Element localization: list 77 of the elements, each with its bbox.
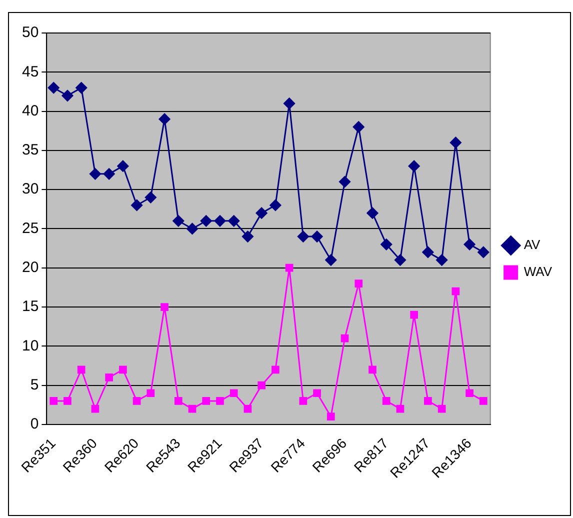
point (464, 238, 476, 250)
y-tick-label: 10 (22, 337, 39, 354)
point (48, 82, 60, 94)
point (297, 230, 309, 242)
point (160, 303, 168, 311)
point (352, 121, 364, 133)
point (450, 136, 462, 148)
point (325, 254, 337, 266)
point (172, 215, 184, 227)
point (62, 90, 74, 102)
point (272, 366, 280, 374)
y-tick-label: 45 (22, 63, 39, 80)
point (256, 207, 268, 219)
point (103, 168, 115, 180)
y-tick-label: 50 (22, 24, 39, 42)
point (89, 168, 101, 180)
y-tick-label: 25 (22, 220, 39, 237)
point (131, 199, 143, 211)
point (228, 215, 240, 227)
point (77, 366, 86, 374)
point (119, 366, 127, 374)
point (382, 397, 390, 405)
point (466, 389, 474, 398)
point (242, 230, 254, 242)
point (340, 334, 349, 342)
point (214, 215, 226, 227)
point (478, 246, 490, 258)
y-tick-label: 35 (22, 142, 39, 159)
y-tick-label: 15 (22, 298, 39, 316)
y-tick-label: 0 (30, 416, 39, 433)
point (117, 160, 129, 172)
point (479, 397, 488, 405)
point (436, 254, 448, 266)
point (76, 82, 88, 94)
point (285, 264, 294, 272)
point (186, 222, 198, 234)
point (410, 310, 418, 319)
point (396, 404, 404, 413)
point (230, 389, 238, 398)
point (200, 215, 212, 227)
point (408, 160, 420, 172)
point (144, 192, 156, 204)
y-tick-label: 30 (22, 180, 39, 198)
point (339, 176, 351, 188)
point (64, 397, 72, 405)
point (422, 246, 434, 258)
point (258, 381, 266, 390)
point (270, 199, 282, 211)
point (146, 389, 155, 398)
point (202, 397, 210, 405)
legend-label: WAV (524, 264, 552, 280)
y-tick-label: 5 (30, 376, 39, 394)
point (174, 397, 182, 405)
legend-label: AV (524, 237, 541, 252)
y-tick-label: 20 (22, 259, 39, 276)
point (105, 374, 114, 382)
point (216, 397, 224, 405)
point (91, 404, 100, 413)
point (380, 238, 392, 250)
point (244, 404, 252, 413)
point (188, 404, 196, 413)
point (132, 397, 141, 405)
point (452, 287, 460, 296)
point (394, 254, 406, 266)
point (311, 230, 323, 242)
point (368, 366, 376, 374)
point (354, 280, 363, 288)
point (50, 397, 58, 405)
point (313, 389, 321, 398)
point (284, 98, 296, 110)
point (438, 404, 446, 413)
point (366, 207, 378, 219)
y-tick-label: 40 (22, 102, 39, 120)
point (424, 397, 432, 405)
point (299, 397, 308, 405)
point (326, 412, 335, 421)
point (158, 113, 170, 125)
